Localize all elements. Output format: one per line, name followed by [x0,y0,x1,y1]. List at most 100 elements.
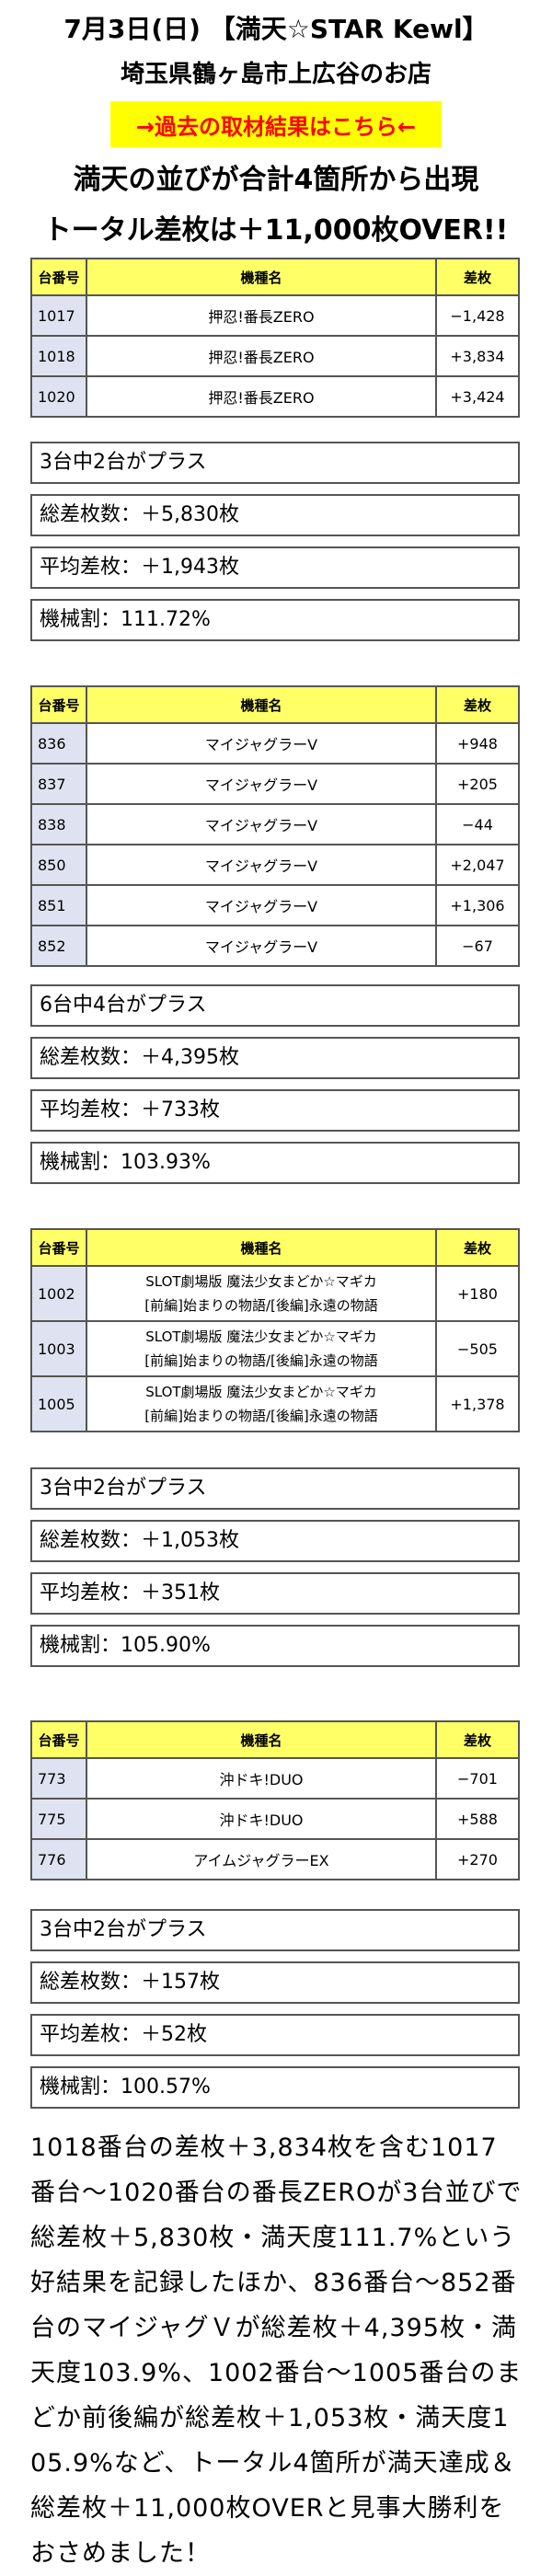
machine-number: 850 [30,844,87,886]
machine-name: 押忍!番長ZERO [86,335,437,377]
machine-name-line1: SLOT劇場版 魔法少女まどか☆マギカ [145,1384,377,1400]
coin-diff: +205 [435,763,520,805]
coin-diff: +3,424 [435,375,520,418]
header-diff: 差枚 [435,258,520,296]
machine-name-line1: SLOT劇場版 魔法少女まどか☆マギカ [145,1328,377,1345]
machine-number: 773 [30,1757,87,1800]
results-table-4: 台番号 機種名 差枚 773 沖ドキ!DUO −701 775 沖ドキ!DUO … [30,1720,520,1880]
table-row: 1020 押忍!番長ZERO +3,424 [30,375,520,418]
machine-name: マイジャグラーV [86,803,437,845]
machine-name: 押忍!番長ZERO [86,294,437,337]
headline-2: トータル差枚は＋11,000枚OVER!! [43,214,509,247]
machine-name-line2: [前編]始まりの物語/[後編]永遠の物語 [144,1352,378,1369]
header-diff: 差枚 [435,1228,520,1267]
stat-plus-count: 3台中2台がプラス [30,442,520,484]
machine-name: 押忍!番長ZERO [86,375,437,418]
machine-name: SLOT劇場版 魔法少女まどか☆マギカ [前編]始まりの物語/[後編]永遠の物語 [86,1375,437,1432]
coin-diff: +2,047 [435,844,520,886]
machine-number: 837 [30,763,87,805]
machine-number: 851 [30,884,87,926]
stat-total-diff: 総差枚数：＋1,053枚 [30,1520,520,1562]
table-row: 836 マイジャグラーV +948 [30,722,520,765]
machine-number: 776 [30,1838,87,1880]
results-table-1: 台番号 機種名 差枚 1017 押忍!番長ZERO −1,428 1018 押忍… [30,258,520,418]
machine-name: SLOT劇場版 魔法少女まどか☆マギカ [前編]始まりの物語/[後編]永遠の物語 [86,1320,437,1377]
machine-name: SLOT劇場版 魔法少女まどか☆マギカ [前編]始まりの物語/[後編]永遠の物語 [86,1265,437,1322]
coin-diff: +270 [435,1838,520,1880]
table-row: 851 マイジャグラーV +1,306 [30,884,520,926]
stat-plus-count: 6台中4台がプラス [30,984,520,1027]
machine-name: マイジャグラーV [86,722,437,765]
machine-number: 775 [30,1798,87,1840]
store-location: 埼玉県鶴ヶ島市上広谷のお店 [120,61,431,88]
machine-number: 1018 [30,335,87,377]
coin-diff: +1,306 [435,884,520,926]
machine-name: 沖ドキ!DUO [86,1757,437,1800]
header-num: 台番号 [30,258,87,296]
coin-diff: +588 [435,1798,520,1840]
table-row: 850 マイジャグラーV +2,047 [30,844,520,886]
table-row: 773 沖ドキ!DUO −701 [30,1757,520,1800]
coin-diff: +180 [435,1265,520,1322]
machine-number: 1005 [30,1375,87,1432]
table-row: 838 マイジャグラーV −44 [30,803,520,845]
stat-payout-rate: 機械割：105.90% [30,1625,520,1667]
header-name: 機種名 [86,1228,437,1267]
machine-name: マイジャグラーV [86,763,437,805]
results-table-2: 台番号 機種名 差枚 836 マイジャグラーV +948 837 マイジャグラー… [30,685,520,967]
stat-payout-rate: 機械割：100.57% [30,2066,520,2109]
coin-diff: −67 [435,925,520,967]
coin-diff: +1,378 [435,1375,520,1432]
machine-name: マイジャグラーV [86,925,437,967]
stat-payout-rate: 機械割：103.93% [30,1142,520,1184]
stat-average-diff: 平均差枚：＋1,943枚 [30,546,520,589]
coin-diff: +3,834 [435,335,520,377]
table-row: 852 マイジャグラーV −67 [30,925,520,967]
table-row: 775 沖ドキ!DUO +588 [30,1798,520,1840]
machine-number: 852 [30,925,87,967]
header-name: 機種名 [86,258,437,296]
machine-name: アイムジャグラーEX [86,1838,437,1880]
headline-1: 満天の並びが合計4箇所から出現 [73,164,479,196]
table-row: 1005 SLOT劇場版 魔法少女まどか☆マギカ [前編]始まりの物語/[後編]… [30,1375,520,1432]
machine-name-line1: SLOT劇場版 魔法少女まどか☆マギカ [145,1273,377,1290]
table-row: 1002 SLOT劇場版 魔法少女まどか☆マギカ [前編]始まりの物語/[後編]… [30,1265,520,1322]
machine-number: 838 [30,803,87,845]
stat-plus-count: 3台中2台がプラス [30,1909,520,1951]
stat-plus-count: 3台中2台がプラス [30,1467,520,1510]
header-diff: 差枚 [435,1720,520,1759]
machine-name-line2: [前編]始まりの物語/[後編]永遠の物語 [144,1297,378,1314]
page-title: 7月3日(日) 【満天☆STAR Kewl】 [63,14,489,44]
machine-name: マイジャグラーV [86,844,437,886]
stat-average-diff: 平均差枚：＋351枚 [30,1572,520,1615]
table-row: 837 マイジャグラーV +205 [30,763,520,805]
results-table-3: 台番号 機種名 差枚 1002 SLOT劇場版 魔法少女まどか☆マギカ [前編]… [30,1228,520,1432]
summary-paragraph: 1018番台の差枚＋3,834枚を含む1017番台〜1020番台の番長ZEROが… [30,2133,523,2568]
stat-total-diff: 総差枚数：＋4,395枚 [30,1037,520,1079]
table-row: 1018 押忍!番長ZERO +3,834 [30,335,520,377]
coin-diff: −44 [435,803,520,845]
header-num: 台番号 [30,1720,87,1759]
header-name: 機種名 [86,1720,437,1759]
header-num: 台番号 [30,685,87,724]
machine-name: 沖ドキ!DUO [86,1798,437,1840]
machine-name: マイジャグラーV [86,884,437,926]
coin-diff: −701 [435,1757,520,1800]
coin-diff: −505 [435,1320,520,1377]
machine-number: 1002 [30,1265,87,1322]
stat-average-diff: 平均差枚：＋733枚 [30,1089,520,1132]
stat-total-diff: 総差枚数：＋157枚 [30,1961,520,2004]
header-diff: 差枚 [435,685,520,724]
past-results-link[interactable]: →過去の取材結果はこちら← [110,101,442,147]
coin-diff: −1,428 [435,294,520,337]
coin-diff: +948 [435,722,520,765]
stat-total-diff: 総差枚数：＋5,830枚 [30,494,520,536]
header-num: 台番号 [30,1228,87,1267]
machine-number: 1020 [30,375,87,418]
header-name: 機種名 [86,685,437,724]
table-row: 1017 押忍!番長ZERO −1,428 [30,294,520,337]
machine-number: 1017 [30,294,87,337]
stat-average-diff: 平均差枚：＋52枚 [30,2014,520,2056]
machine-number: 836 [30,722,87,765]
stat-payout-rate: 機械割：111.72% [30,599,520,641]
